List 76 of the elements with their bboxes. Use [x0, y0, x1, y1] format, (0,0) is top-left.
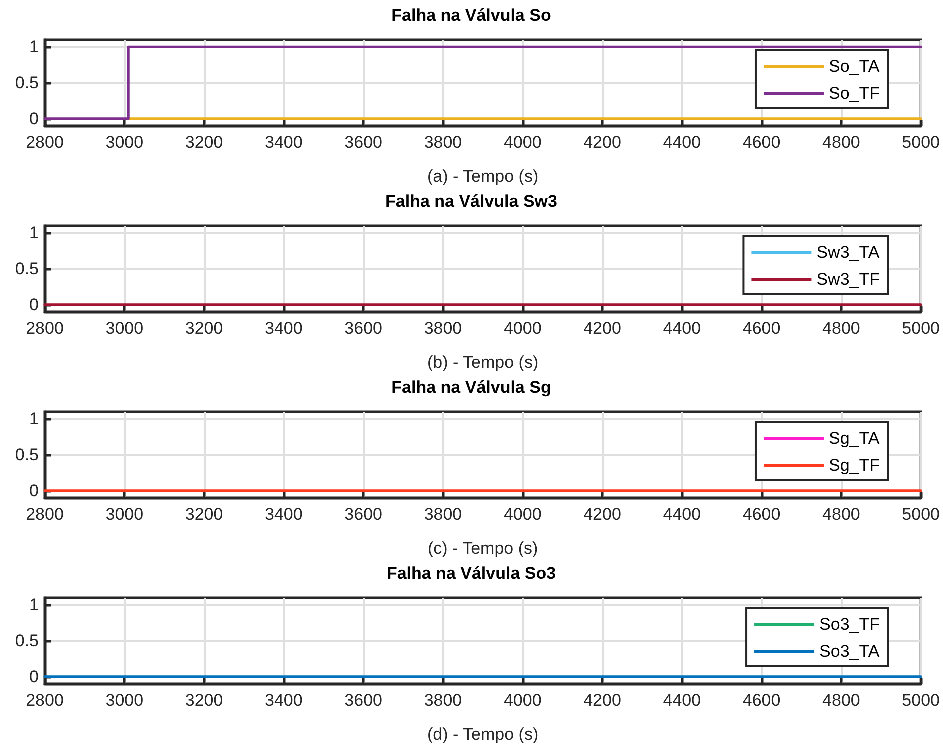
- y-tick-label: 1: [30, 38, 39, 57]
- y-tick-label: 1: [30, 410, 39, 429]
- x-tick-label: 4400: [663, 505, 702, 524]
- x-tick-label: 4800: [822, 319, 860, 338]
- x-tick-label: 2800: [26, 319, 64, 338]
- x-tick-label: 4200: [584, 319, 622, 338]
- x-tick-label: 4600: [742, 505, 781, 524]
- x-axis-title: (c) - Tempo (s): [428, 539, 538, 558]
- x-tick-label: 3600: [344, 505, 382, 524]
- x-tick-label: 5000: [902, 691, 940, 710]
- x-tick-label: 3400: [265, 505, 303, 524]
- x-tick-label: 4200: [584, 133, 622, 152]
- x-tick-label: 3800: [424, 133, 462, 152]
- x-tick-label: 4400: [663, 691, 702, 710]
- x-tick-label: 3400: [265, 133, 303, 152]
- y-tick-label: 0.5: [15, 446, 39, 464]
- x-tick-label: 3600: [344, 691, 382, 710]
- x-tick-label: 4800: [822, 691, 860, 710]
- x-tick-label: 3800: [424, 319, 462, 338]
- x-tick-label: 4600: [742, 691, 781, 710]
- x-tick-label: 5000: [902, 319, 940, 338]
- x-tick-label: 3400: [265, 319, 303, 338]
- x-tick-label: 3200: [185, 505, 224, 524]
- legend-label: So_TA: [828, 57, 880, 76]
- y-tick-label: 0: [30, 667, 39, 686]
- x-tick-label: 4600: [742, 319, 781, 338]
- legend-label: Sw3_TF: [816, 270, 880, 289]
- x-tick-label: 4200: [584, 505, 622, 524]
- x-tick-label: 4000: [504, 505, 542, 524]
- x-tick-label: 3200: [185, 133, 224, 152]
- y-tick-label: 0: [30, 109, 39, 128]
- x-tick-label: 3200: [185, 319, 224, 338]
- x-tick-label: 4200: [584, 691, 622, 710]
- chart-title: Falha na Válvula So3: [386, 564, 556, 583]
- x-tick-label: 4600: [742, 133, 781, 152]
- x-tick-label: 3600: [344, 319, 382, 338]
- x-axis-title: (a) - Tempo (s): [427, 167, 539, 186]
- x-tick-label: 2800: [26, 133, 64, 152]
- x-tick-label: 2800: [26, 505, 64, 524]
- chart-title: Falha na Válvula So: [392, 6, 552, 25]
- y-tick-label: 0: [30, 295, 39, 314]
- x-tick-label: 4800: [822, 505, 860, 524]
- y-tick-label: 0.5: [15, 74, 39, 92]
- x-tick-label: 3800: [424, 691, 462, 710]
- x-tick-label: 3000: [106, 319, 144, 338]
- y-tick-label: 0.5: [15, 260, 39, 278]
- x-axis-title: (b) - Tempo (s): [427, 353, 539, 372]
- x-tick-label: 3400: [265, 691, 303, 710]
- x-tick-label: 2800: [26, 691, 64, 710]
- x-tick-label: 3000: [106, 505, 144, 524]
- x-tick-label: 4400: [663, 319, 702, 338]
- chart-title: Falha na Válvula Sw3: [386, 192, 558, 211]
- x-tick-label: 3600: [344, 133, 382, 152]
- chart-title: Falha na Válvula Sg: [392, 378, 552, 397]
- x-tick-label: 3000: [106, 133, 144, 152]
- y-tick-label: 1: [30, 596, 39, 615]
- x-tick-label: 3000: [106, 691, 144, 710]
- legend-label: So3_TA: [820, 642, 880, 661]
- x-tick-label: 4000: [504, 133, 542, 152]
- legend-label: So_TF: [828, 84, 880, 103]
- legend-label: Sg_TF: [828, 456, 880, 475]
- x-tick-label: 3800: [424, 505, 462, 524]
- x-tick-label: 4000: [504, 319, 542, 338]
- x-tick-label: 3200: [185, 691, 224, 710]
- legend-label: So3_TF: [820, 615, 880, 634]
- legend-label: Sw3_TA: [816, 243, 880, 262]
- x-tick-label: 4400: [663, 133, 702, 152]
- x-tick-label: 5000: [902, 133, 940, 152]
- y-tick-label: 1: [30, 224, 39, 243]
- x-tick-label: 4800: [822, 133, 860, 152]
- y-tick-label: 0: [30, 481, 39, 500]
- x-tick-label: 4000: [504, 691, 542, 710]
- y-tick-label: 0.5: [15, 632, 39, 650]
- x-tick-label: 5000: [902, 505, 940, 524]
- legend-label: Sg_TA: [828, 429, 880, 448]
- x-axis-title: (d) - Tempo (s): [427, 725, 539, 744]
